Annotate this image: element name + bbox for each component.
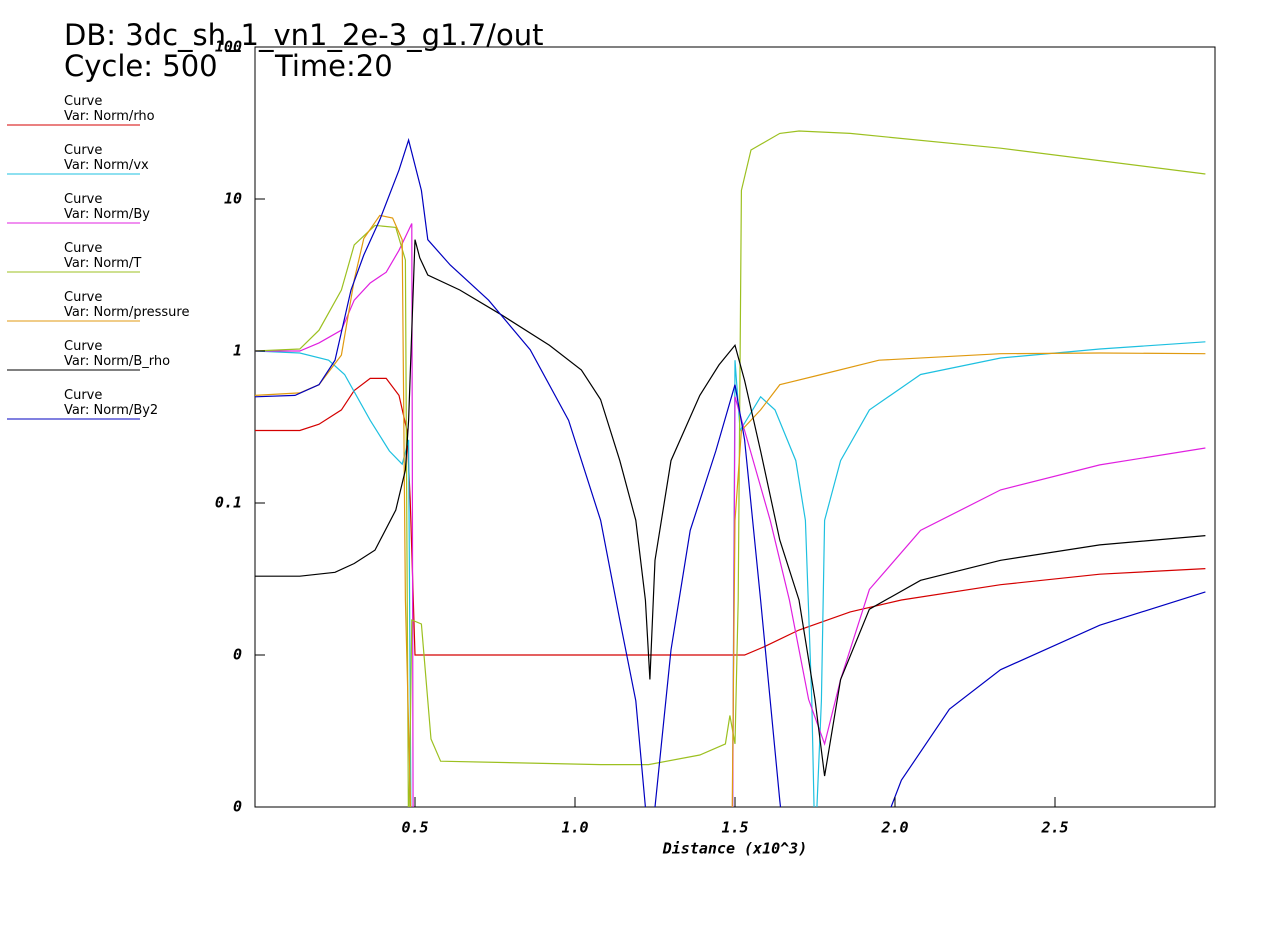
plot-area xyxy=(255,130,1206,807)
y-tick-label: 0 xyxy=(233,646,242,664)
curve xyxy=(255,341,1206,807)
x-tick-label: 2.5 xyxy=(1040,819,1068,837)
legend-label: Var: Norm/B_rho xyxy=(64,354,170,369)
curve xyxy=(255,130,1206,807)
legend-label: Var: Norm/By xyxy=(64,207,150,222)
legend-curve-label: Curve xyxy=(64,388,102,403)
legend-label: Var: Norm/pressure xyxy=(64,305,189,320)
curve xyxy=(255,223,1206,807)
legend-curve-label: Curve xyxy=(64,290,102,305)
legend-curve-label: Curve xyxy=(64,339,102,354)
legend-curve-label: Curve xyxy=(64,241,102,256)
time-label: Time:20 xyxy=(274,49,393,83)
legend-curve-label: Curve xyxy=(64,192,102,207)
y-tick-label: 0 xyxy=(233,798,242,816)
legend-label: Var: Norm/vx xyxy=(64,158,149,173)
legend-label: Var: Norm/T xyxy=(64,256,141,271)
curve xyxy=(255,137,1206,807)
legend-curve-label: Curve xyxy=(64,94,102,109)
x-axis-title: Distance (x10^3) xyxy=(662,840,808,858)
legend-curve-label: Curve xyxy=(64,143,102,158)
y-tick-label: 10 xyxy=(224,190,242,208)
y-tick-label: 0.1 xyxy=(215,494,242,512)
cycle-label: Cycle: 500 xyxy=(64,49,218,83)
y-tick-label: 100 xyxy=(215,38,242,56)
x-tick-label: 0.5 xyxy=(401,819,428,837)
x-tick-label: 1.5 xyxy=(721,819,748,837)
chart-title: DB: 3dc_sh_1_vn1_2e-3_g1.7/out xyxy=(64,18,543,52)
curve xyxy=(255,239,1206,777)
curve xyxy=(255,214,1206,807)
legend-label: Var: Norm/By2 xyxy=(64,403,158,418)
legend-label: Var: Norm/rho xyxy=(64,109,155,124)
x-tick-label: 1.0 xyxy=(561,819,588,837)
x-tick-label: 2.0 xyxy=(880,819,908,837)
curve xyxy=(255,377,1206,656)
y-tick-label: 1 xyxy=(233,342,242,360)
